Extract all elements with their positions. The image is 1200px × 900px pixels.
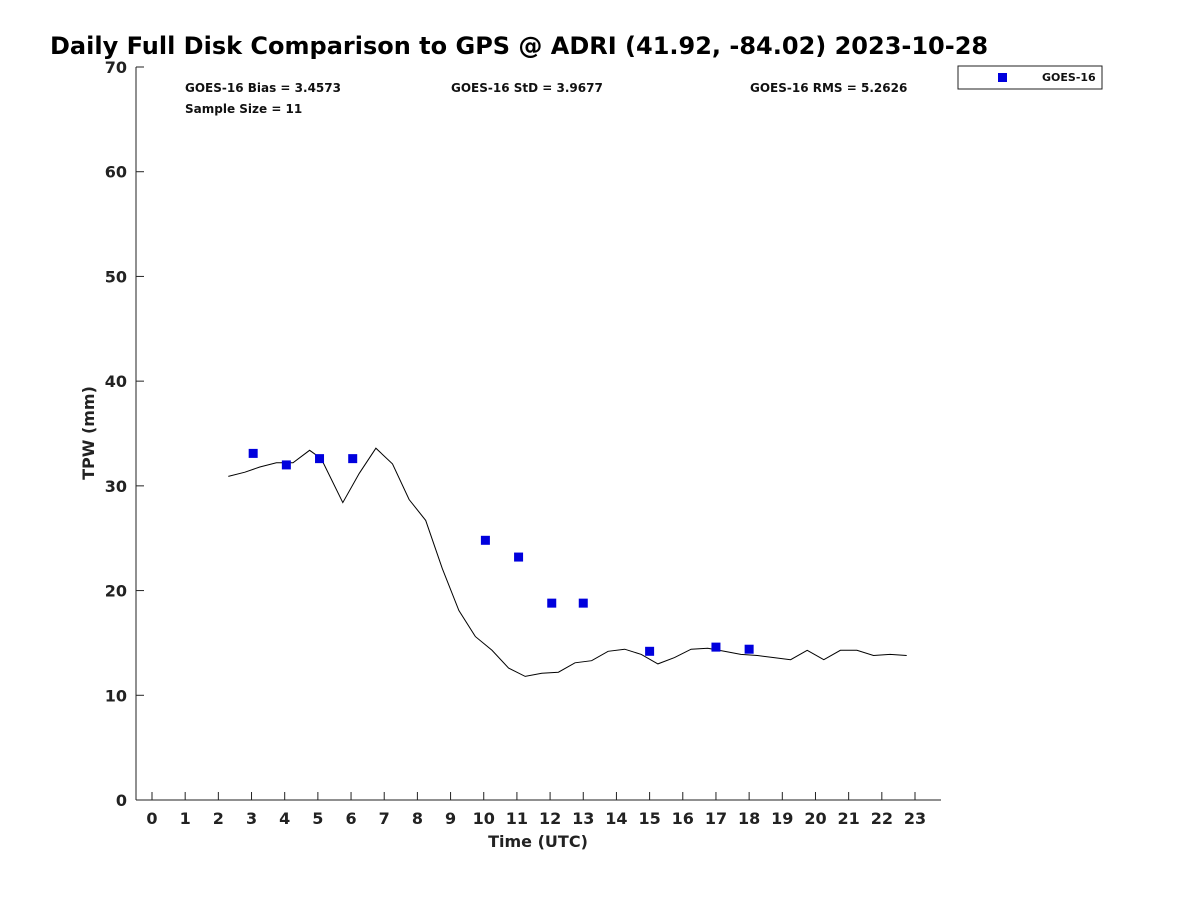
- x-tick-label: 0: [146, 809, 157, 828]
- x-tick-label: 14: [605, 809, 627, 828]
- data-point: [348, 454, 358, 464]
- legend-label: GOES-16: [1042, 71, 1096, 84]
- x-tick-label: 22: [871, 809, 893, 828]
- x-tick-label: 15: [638, 809, 660, 828]
- x-tick-label: 5: [312, 809, 323, 828]
- y-tick-label: 60: [105, 163, 127, 182]
- x-axis-label: Time (UTC): [488, 832, 588, 851]
- x-tick-label: 16: [672, 809, 694, 828]
- x-tick-label: 8: [412, 809, 423, 828]
- stat-sample-size: Sample Size = 11: [185, 102, 302, 116]
- data-point: [547, 598, 557, 608]
- data-point: [480, 535, 490, 545]
- x-tick-label: 4: [279, 809, 290, 828]
- chart-title: Daily Full Disk Comparison to GPS @ ADRI…: [50, 32, 988, 60]
- x-tick-label: 10: [473, 809, 495, 828]
- x-tick-label: 1: [180, 809, 191, 828]
- y-ticks: 0 10 20 30 40 50 60 70: [105, 58, 144, 810]
- data-point: [514, 552, 524, 562]
- stat-std: GOES-16 StD = 3.9677: [451, 81, 603, 95]
- series-line: [228, 447, 907, 677]
- x-tick-label: 18: [738, 809, 760, 828]
- y-tick-label: 70: [105, 58, 127, 77]
- data-point: [281, 460, 291, 470]
- y-tick-label: 50: [105, 267, 127, 286]
- y-axis-label: TPW (mm): [79, 386, 98, 480]
- data-point: [248, 448, 258, 458]
- x-tick-label: 21: [838, 809, 860, 828]
- x-tick-label: 20: [804, 809, 826, 828]
- y-tick-label: 30: [105, 477, 127, 496]
- x-tick-label: 12: [539, 809, 561, 828]
- x-tick-label: 6: [345, 809, 356, 828]
- x-tick-label: 9: [445, 809, 456, 828]
- stat-rms: GOES-16 RMS = 5.2626: [750, 81, 907, 95]
- data-point: [315, 454, 325, 464]
- data-point: [711, 642, 721, 652]
- x-tick-label: 7: [379, 809, 390, 828]
- data-point: [645, 646, 655, 656]
- stat-bias: GOES-16 Bias = 3.4573: [185, 81, 341, 95]
- x-ticks: 0 1 2 3 4 5 6 7 8 9 10 11 12 13 14 15 16 17 18 19 20 21 22 23: [146, 792, 926, 828]
- y-tick-label: 20: [105, 582, 127, 601]
- legend-marker-square: [998, 73, 1007, 82]
- series-line-group: [228, 447, 907, 677]
- y-tick-label: 10: [105, 686, 127, 705]
- data-point: [744, 644, 754, 654]
- x-tick-label: 17: [705, 809, 727, 828]
- series-points-group: [248, 448, 754, 656]
- legend-box: [957, 65, 1103, 90]
- x-tick-label: 2: [213, 809, 224, 828]
- legend: GOES-16: [957, 65, 1103, 90]
- x-tick-label: 13: [572, 809, 594, 828]
- data-point: [578, 598, 588, 608]
- x-tick-label: 19: [771, 809, 793, 828]
- x-tick-label: 3: [246, 809, 257, 828]
- x-tick-label: 23: [904, 809, 926, 828]
- x-tick-label: 11: [506, 809, 528, 828]
- y-tick-label: 0: [116, 791, 127, 810]
- y-tick-label: 40: [105, 372, 127, 391]
